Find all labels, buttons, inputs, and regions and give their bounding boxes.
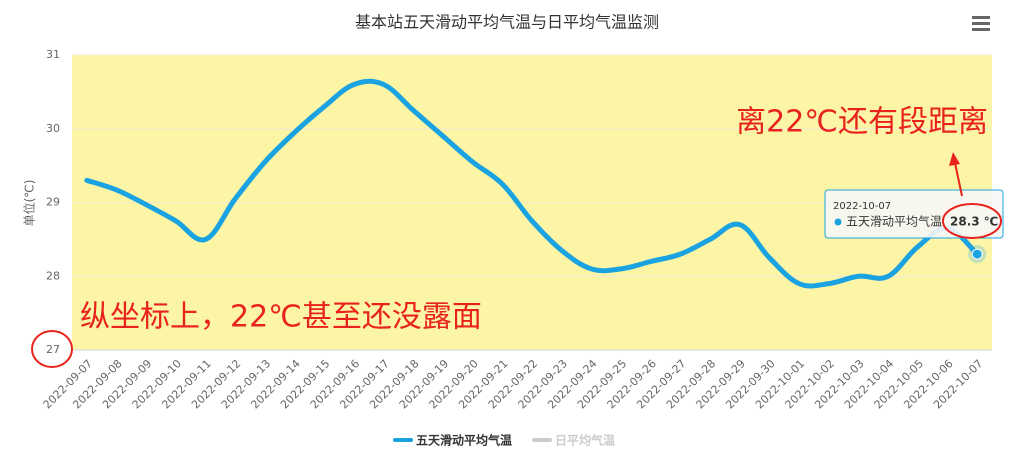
chart-title: 基本站五天滑动平均气温与日平均气温监测 (355, 13, 659, 32)
annotation: 纵坐标上，22℃甚至还没露面 (80, 300, 482, 335)
menu-bar (972, 28, 990, 31)
legend-label: 日平均气温 (555, 433, 615, 448)
highlight-circle (942, 203, 1002, 239)
y-tick-label: 30 (46, 122, 60, 135)
data-point (971, 248, 983, 260)
line-series (84, 78, 980, 289)
highlight-circle (31, 330, 73, 368)
legend-item[interactable]: 五天滑动平均气温 (393, 433, 512, 448)
tooltip-date: 2022-10-07 (833, 201, 891, 212)
legend-item[interactable]: 日平均气温 (532, 433, 615, 448)
tooltip-box (824, 189, 1004, 239)
tooltip-series: 五天滑动平均气温 (846, 214, 942, 229)
y-tick-label: 28 (46, 269, 60, 282)
arrow (954, 162, 963, 197)
menu-bar (972, 22, 990, 25)
menu-bar (972, 16, 990, 19)
annotation: 离22℃还有段距离 (736, 105, 988, 140)
y-tick-label: 29 (46, 196, 60, 209)
y-tick-label: 27 (46, 343, 60, 356)
tooltip: 2022-10-07 五天滑动平均气温 28.3 ℃ (824, 189, 1004, 239)
y-tick-label: 31 (46, 48, 60, 61)
y-axis-label: 单位(℃) (22, 180, 37, 227)
tooltip-value: 28.3 ℃ (950, 215, 998, 229)
legend-label: 五天滑动平均气温 (416, 433, 512, 448)
tooltip-dot (834, 218, 842, 226)
arrow-head (949, 152, 960, 166)
menu-button[interactable] (972, 16, 990, 31)
